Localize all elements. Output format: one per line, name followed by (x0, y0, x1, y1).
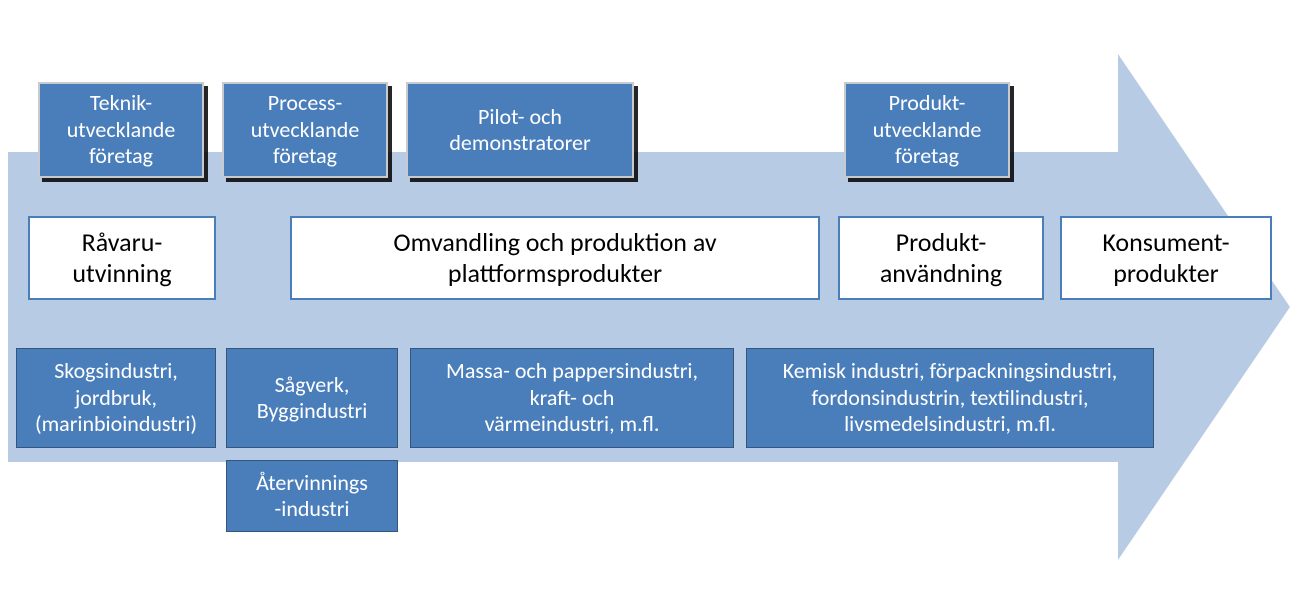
bot-box-sagverk: Sågverk,Byggindustri (226, 348, 398, 448)
mid-box-omvandling: Omvandling och produktion avplattformspr… (290, 216, 820, 300)
top-box-produkt: Produkt-utvecklandeföretag (844, 82, 1010, 178)
bot-box-skog: Skogsindustri,jordbruk,(marinbioindustri… (16, 348, 216, 448)
top-box-pilot: Pilot- ochdemonstratorer (406, 82, 634, 178)
bot-box-label: Kemisk industri, förpackningsindustri,fo… (783, 358, 1118, 437)
mid-box-label: Produkt-användning (880, 227, 1002, 289)
bot-box-massa: Massa- och pappersindustri,kraft- ochvär… (410, 348, 734, 448)
top-box-label: Teknik-utvecklandeföretag (67, 90, 176, 169)
bot-box-label: Återvinnings-industri (256, 470, 368, 523)
bot-box-atervinning: Återvinnings-industri (226, 460, 398, 532)
mid-box-label: Råvaru-utvinning (72, 227, 171, 289)
bot-box-label: Skogsindustri,jordbruk,(marinbioindustri… (35, 358, 197, 437)
mid-box-konsument: Konsument-produkter (1060, 216, 1272, 300)
top-box-label: Process-utvecklandeföretag (251, 90, 360, 169)
top-box-teknik: Teknik-utvecklandeföretag (38, 82, 204, 178)
mid-box-anvandning: Produkt-användning (838, 216, 1044, 300)
bot-box-label: Sågverk,Byggindustri (257, 372, 368, 425)
top-box-label: Pilot- ochdemonstratorer (449, 104, 590, 157)
diagram-canvas: Teknik-utvecklandeföretag Process-utveck… (0, 0, 1294, 601)
mid-box-ravaru: Råvaru-utvinning (28, 216, 216, 300)
mid-box-label: Omvandling och produktion avplattformspr… (393, 227, 716, 289)
bot-box-label: Massa- och pappersindustri,kraft- ochvär… (446, 358, 698, 437)
top-box-label: Produkt-utvecklandeföretag (873, 90, 982, 169)
top-box-process: Process-utvecklandeföretag (222, 82, 388, 178)
bot-box-kemisk: Kemisk industri, förpackningsindustri,fo… (746, 348, 1154, 448)
mid-box-label: Konsument-produkter (1102, 227, 1229, 289)
